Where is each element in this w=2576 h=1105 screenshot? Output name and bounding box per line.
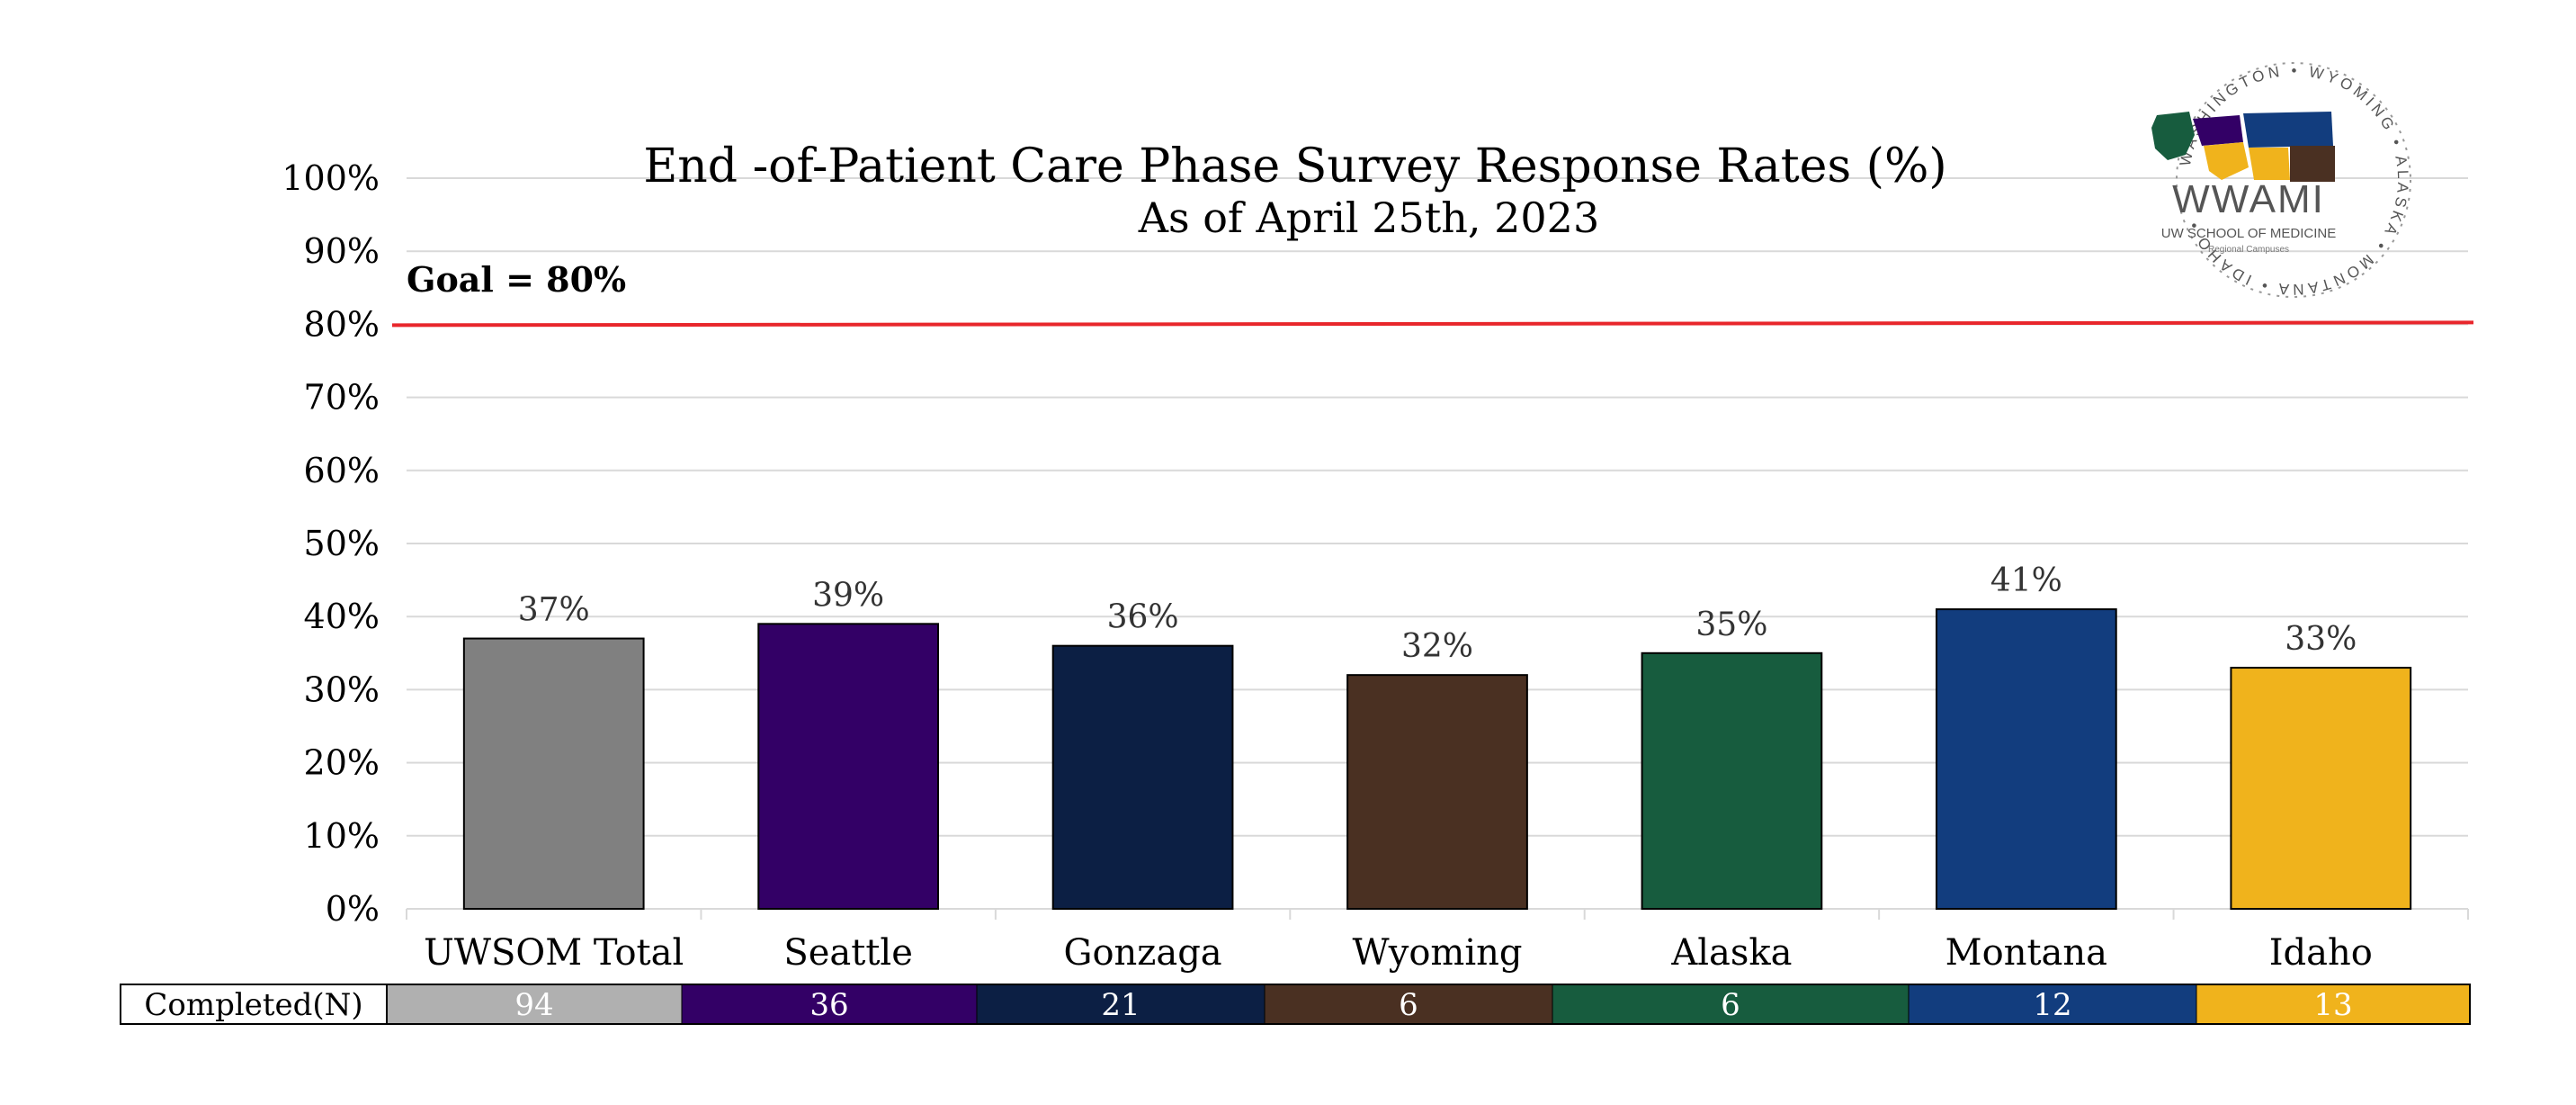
y-tick-label: 40%: [304, 597, 380, 636]
table-row-label-cell: [120, 984, 388, 1025]
bar-uwsom-total: [462, 637, 645, 910]
chart-subtitle: As of April 25th, 2023: [1138, 193, 1599, 242]
category-label: Wyoming: [1352, 932, 1522, 974]
logo-name: WWAMI: [2172, 177, 2325, 221]
bar-seattle: [757, 623, 940, 910]
y-tick-label: 80%: [304, 304, 380, 344]
logo-subtitle: UW SCHOOL OF MEDICINE: [2161, 226, 2336, 241]
category-label: Alaska: [1670, 932, 1792, 974]
table-cell: [1264, 984, 1553, 1025]
table-cell-value: 6: [1399, 987, 1418, 1023]
logo-ring: [2176, 62, 2411, 298]
bar-idaho: [2230, 667, 2412, 910]
bar-alaska: [1641, 651, 1823, 910]
chart-title: End -of-Patient Care Phase Survey Respon…: [643, 139, 1946, 193]
y-tick-label: 30%: [304, 669, 380, 709]
data-label: 32%: [1401, 628, 1473, 665]
data-label: 41%: [1990, 562, 2062, 599]
completed-table: Completed(N) 94 36 21 6 6 12 13: [120, 984, 2471, 1025]
category-label: Gonzaga: [1063, 932, 1221, 974]
bar-montana: [1935, 608, 2117, 911]
category-labels: UWSOM Total Seattle Gonzaga Wyoming Alaska Mo…: [424, 932, 2373, 974]
goal-line: [391, 320, 2474, 328]
gridlines: [407, 177, 2468, 837]
table-cell: [1552, 984, 1910, 1025]
table-border: [386, 984, 2471, 1025]
y-tick-label: 20%: [304, 743, 380, 783]
table-cell-value: 36: [809, 987, 848, 1023]
table-cell-value: 21: [1101, 987, 1140, 1023]
data-label: 35%: [1695, 606, 1767, 643]
bar-wyoming: [1346, 674, 1528, 910]
table-cell-value: 13: [2313, 987, 2352, 1023]
logo-tagline: Regional Campuses: [2208, 245, 2289, 255]
wwami-logo: WASHINGTON • WYOMING • ALASKA • MONTANA …: [2151, 62, 2411, 298]
bars: [462, 608, 2412, 911]
y-tick-label: 60%: [304, 451, 380, 490]
table-cell-value: 94: [514, 987, 553, 1023]
x-axis-ticks: [406, 909, 2469, 920]
wwami-map-icon: [2151, 112, 2335, 182]
y-tick-label: 50%: [304, 524, 380, 563]
data-label: 39%: [812, 577, 884, 614]
y-tick-label: 90%: [304, 231, 380, 271]
y-axis-ticks: 0% 10% 20% 30% 40% 50% 60% 70% 80% 90% 100%: [282, 158, 380, 929]
data-labels: 37% 39% 36% 32% 35% 41% 33%: [518, 562, 2357, 665]
category-label: Idaho: [2269, 932, 2373, 974]
category-label: Seattle: [783, 932, 913, 974]
goal-label: Goal = 80%: [407, 259, 626, 300]
y-tick-label: 0%: [326, 889, 380, 929]
data-label: 33%: [2285, 621, 2357, 658]
bar-gonzaga: [1051, 644, 1234, 910]
category-label: Montana: [1945, 932, 2107, 974]
y-tick-label: 10%: [304, 816, 380, 856]
data-label: 37%: [518, 592, 590, 629]
table-row-label: Completed(N): [144, 987, 362, 1023]
table-cell-value: 12: [2033, 987, 2071, 1023]
category-label: UWSOM Total: [424, 932, 684, 974]
y-tick-label: 100%: [282, 158, 380, 198]
table-cell-value: 6: [1721, 987, 1740, 1023]
y-tick-label: 70%: [304, 378, 380, 418]
data-label: 36%: [1107, 599, 1179, 636]
